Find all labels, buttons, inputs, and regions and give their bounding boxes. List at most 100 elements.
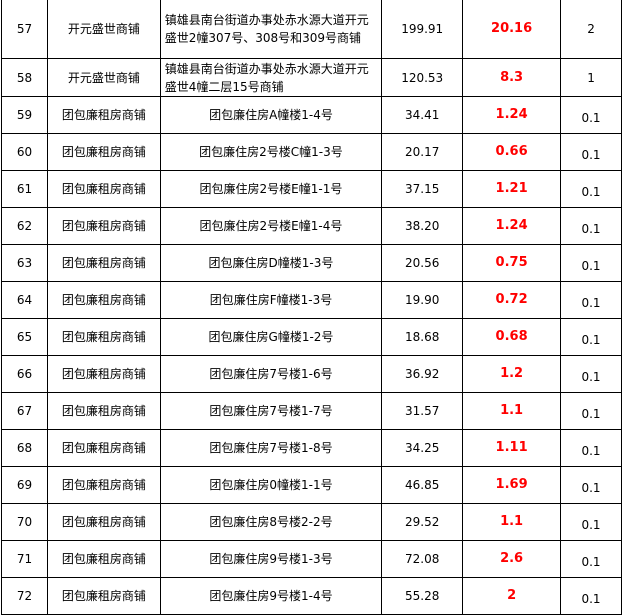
row-number: 64 bbox=[1, 281, 48, 319]
table-row: 58 开元盛世商铺 镇雄县南台街道办事处赤水源大道开元盛世4幢二层15号商铺 120.… bbox=[1, 58, 622, 97]
rent-value: 1.11 bbox=[462, 429, 562, 467]
property-address: 团包廉住房2号楼E幢1-1号 bbox=[159, 170, 383, 208]
table-row: 60 团包廉租房商铺 团包廉住房2号楼C幢1-3号 20.17 0.66 0.1 bbox=[1, 133, 622, 171]
table-row: 63 团包廉租房商铺 团包廉住房D幢楼1-3号 20.56 0.75 0.1 bbox=[1, 244, 622, 282]
property-name: 开元盛世商铺 bbox=[46, 0, 161, 59]
last-value: 0.1 bbox=[560, 318, 622, 356]
property-address: 团包廉住房G幢楼1-2号 bbox=[159, 318, 383, 356]
area-value: 20.17 bbox=[381, 133, 464, 171]
row-number: 66 bbox=[1, 355, 48, 393]
property-name: 开元盛世商铺 bbox=[46, 58, 161, 97]
property-address: 镇雄县南台街道办事处赤水源大道开元盛世2幢307号、308号和309号商铺 bbox=[159, 0, 383, 59]
row-number: 59 bbox=[1, 96, 48, 134]
rent-value: 0.72 bbox=[462, 281, 562, 319]
area-value: 19.90 bbox=[381, 281, 464, 319]
property-address: 团包廉住房2号楼E幢1-4号 bbox=[159, 207, 383, 245]
area-value: 34.25 bbox=[381, 429, 464, 467]
table-row: 57 开元盛世商铺 镇雄县南台街道办事处赤水源大道开元盛世2幢307号、308号和3… bbox=[1, 0, 622, 59]
row-number: 62 bbox=[1, 207, 48, 245]
table-row: 62 团包廉租房商铺 团包廉住房2号楼E幢1-4号 38.20 1.24 0.1 bbox=[1, 207, 622, 245]
last-value: 2 bbox=[560, 0, 622, 59]
area-value: 34.41 bbox=[381, 96, 464, 134]
table-row: 61 团包廉租房商铺 团包廉住房2号楼E幢1-1号 37.15 1.21 0.1 bbox=[1, 170, 622, 208]
rent-value: 0.68 bbox=[462, 318, 562, 356]
row-number: 61 bbox=[1, 170, 48, 208]
last-value: 0.1 bbox=[560, 540, 622, 578]
area-value: 36.92 bbox=[381, 355, 464, 393]
area-value: 199.91 bbox=[381, 0, 464, 59]
rent-value: 2.6 bbox=[462, 540, 562, 578]
table-row: 69 团包廉租房商铺 团包廉住房0幢楼1-1号 46.85 1.69 0.1 bbox=[1, 466, 622, 504]
last-value: 0.1 bbox=[560, 503, 622, 541]
property-name: 团包廉租房商铺 bbox=[46, 540, 161, 578]
property-name: 团包廉租房商铺 bbox=[46, 318, 161, 356]
last-value: 0.1 bbox=[560, 429, 622, 467]
rent-value: 0.66 bbox=[462, 133, 562, 171]
property-address: 镇雄县南台街道办事处赤水源大道开元盛世4幢二层15号商铺 bbox=[159, 58, 383, 97]
last-value: 0.1 bbox=[560, 170, 622, 208]
property-name: 团包廉租房商铺 bbox=[46, 281, 161, 319]
property-name: 团包廉租房商铺 bbox=[46, 392, 161, 430]
rent-value: 1.24 bbox=[462, 96, 562, 134]
property-name: 团包廉租房商铺 bbox=[46, 170, 161, 208]
property-name: 团包廉租房商铺 bbox=[46, 207, 161, 245]
row-number: 69 bbox=[1, 466, 48, 504]
rent-value: 2 bbox=[462, 577, 562, 615]
table-row: 66 团包廉租房商铺 团包廉住房7号楼1-6号 36.92 1.2 0.1 bbox=[1, 355, 622, 393]
rent-value: 1.1 bbox=[462, 392, 562, 430]
area-value: 37.15 bbox=[381, 170, 464, 208]
property-address: 团包廉住房7号楼1-8号 bbox=[159, 429, 383, 467]
area-value: 20.56 bbox=[381, 244, 464, 282]
property-address: 团包廉住房7号楼1-6号 bbox=[159, 355, 383, 393]
table-row: 71 团包廉租房商铺 团包廉住房9号楼1-3号 72.08 2.6 0.1 bbox=[1, 540, 622, 578]
row-number: 71 bbox=[1, 540, 48, 578]
table-row: 67 团包廉租房商铺 团包廉住房7号楼1-7号 31.57 1.1 0.1 bbox=[1, 392, 622, 430]
property-address: 团包廉住房7号楼1-7号 bbox=[159, 392, 383, 430]
rent-value: 8.3 bbox=[462, 58, 562, 97]
area-value: 72.08 bbox=[381, 540, 464, 578]
property-name: 团包廉租房商铺 bbox=[46, 244, 161, 282]
property-name: 团包廉租房商铺 bbox=[46, 429, 161, 467]
area-value: 29.52 bbox=[381, 503, 464, 541]
last-value: 0.1 bbox=[560, 133, 622, 171]
last-value: 0.1 bbox=[560, 466, 622, 504]
last-value: 1 bbox=[560, 58, 622, 97]
area-value: 38.20 bbox=[381, 207, 464, 245]
table-row: 70 团包廉租房商铺 团包廉住房8号楼2-2号 29.52 1.1 0.1 bbox=[1, 503, 622, 541]
row-number: 60 bbox=[1, 133, 48, 171]
row-number: 67 bbox=[1, 392, 48, 430]
last-value: 0.1 bbox=[560, 577, 622, 615]
property-address: 团包廉住房9号楼1-3号 bbox=[159, 540, 383, 578]
row-number: 72 bbox=[1, 577, 48, 615]
last-value: 0.1 bbox=[560, 207, 622, 245]
rent-value: 1.1 bbox=[462, 503, 562, 541]
row-number: 57 bbox=[1, 0, 48, 59]
property-address: 团包廉住房0幢楼1-1号 bbox=[159, 466, 383, 504]
property-address: 团包廉住房2号楼C幢1-3号 bbox=[159, 133, 383, 171]
property-name: 团包廉租房商铺 bbox=[46, 577, 161, 615]
rent-value: 1.24 bbox=[462, 207, 562, 245]
table-row: 68 团包廉租房商铺 团包廉住房7号楼1-8号 34.25 1.11 0.1 bbox=[1, 429, 622, 467]
table-row: 72 团包廉租房商铺 团包廉住房9号楼1-4号 55.28 2 0.1 bbox=[1, 577, 622, 615]
row-number: 63 bbox=[1, 244, 48, 282]
last-value: 0.1 bbox=[560, 244, 622, 282]
property-name: 团包廉租房商铺 bbox=[46, 466, 161, 504]
property-address: 团包廉住房A幢楼1-4号 bbox=[159, 96, 383, 134]
property-name: 团包廉租房商铺 bbox=[46, 96, 161, 134]
row-number: 68 bbox=[1, 429, 48, 467]
area-value: 18.68 bbox=[381, 318, 464, 356]
area-value: 120.53 bbox=[381, 58, 464, 97]
property-address: 团包廉住房9号楼1-4号 bbox=[159, 577, 383, 615]
table-row: 65 团包廉租房商铺 团包廉住房G幢楼1-2号 18.68 0.68 0.1 bbox=[1, 318, 622, 356]
row-number: 65 bbox=[1, 318, 48, 356]
rent-value: 20.16 bbox=[462, 0, 562, 59]
property-name: 团包廉租房商铺 bbox=[46, 503, 161, 541]
rent-value: 1.21 bbox=[462, 170, 562, 208]
area-value: 46.85 bbox=[381, 466, 464, 504]
last-value: 0.1 bbox=[560, 355, 622, 393]
table-row: 59 团包廉租房商铺 团包廉住房A幢楼1-4号 34.41 1.24 0.1 bbox=[1, 96, 622, 134]
area-value: 55.28 bbox=[381, 577, 464, 615]
last-value: 0.1 bbox=[560, 281, 622, 319]
last-value: 0.1 bbox=[560, 96, 622, 134]
